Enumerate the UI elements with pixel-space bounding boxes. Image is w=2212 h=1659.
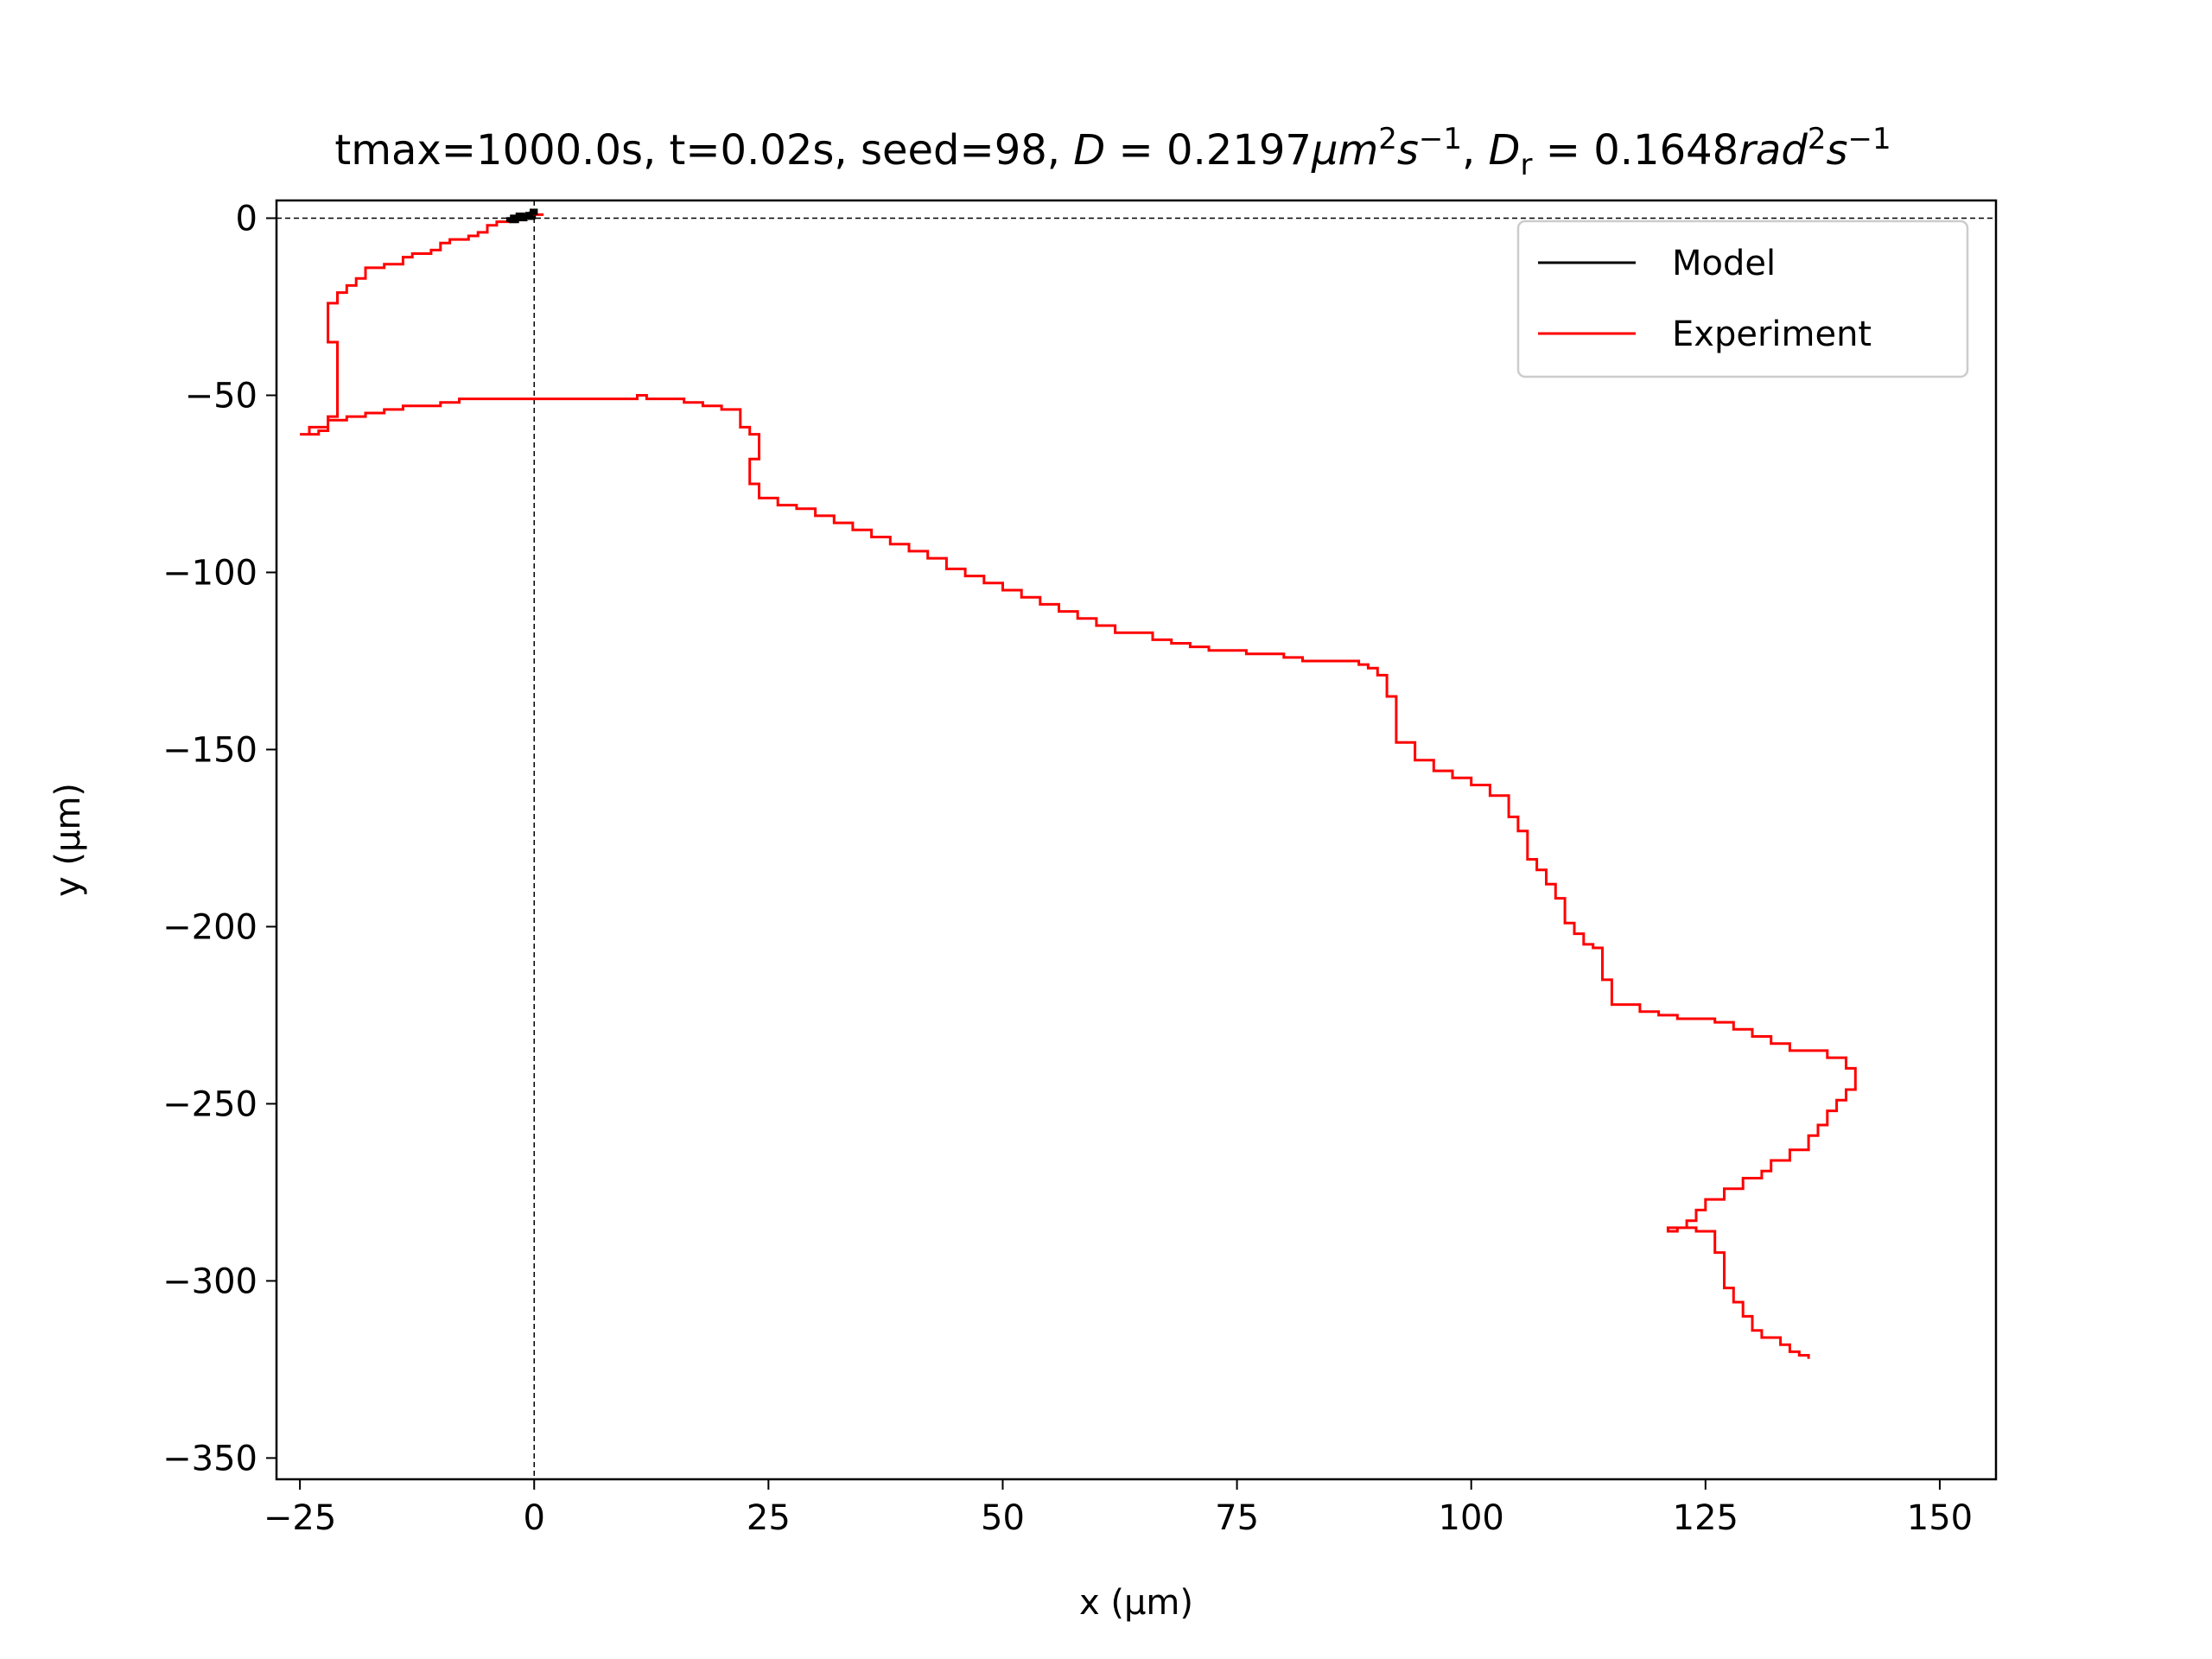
- y-tick-label: −350: [162, 1439, 257, 1478]
- title-part: D: [1073, 126, 1105, 175]
- axes-frame: [275, 199, 1998, 1481]
- plot-area: [300, 208, 1857, 1359]
- title-part: = 0.1648: [1533, 126, 1739, 175]
- legend-label-experiment: Experiment: [1672, 315, 1872, 354]
- x-tick-label: 75: [1215, 1498, 1259, 1538]
- title-part: s: [1826, 126, 1847, 175]
- title-part: = 0.2197: [1105, 126, 1312, 175]
- x-tick-label: 100: [1439, 1498, 1504, 1538]
- y-tick-label: 0: [236, 199, 257, 238]
- y-tick-label: −100: [162, 553, 257, 593]
- legend-label-model: Model: [1672, 244, 1776, 283]
- title-part: rad: [1738, 126, 1808, 175]
- title-part: tmax=1000.0s, t=0.02s, seed=98,: [334, 126, 1073, 175]
- reference-lines: [276, 200, 1996, 1479]
- title-part: −1: [1419, 122, 1462, 156]
- x-tick-label: −25: [264, 1498, 336, 1538]
- y-tick-label: −150: [162, 730, 257, 770]
- y-tick-label: −50: [185, 376, 257, 416]
- legend: Model Experiment: [1516, 219, 1969, 378]
- x-axis-label: x (μm): [1079, 1583, 1193, 1623]
- chart-title: tmax=1000.0s, t=0.02s, seed=98, D = 0.21…: [334, 122, 1891, 182]
- x-tick-label: 0: [524, 1498, 545, 1538]
- title-part: s: [1397, 126, 1419, 175]
- x-tick-label: 125: [1673, 1498, 1738, 1538]
- x-tick-label: 25: [747, 1498, 791, 1538]
- title-part: μm: [1311, 126, 1378, 175]
- title-part: 2: [1808, 122, 1827, 156]
- title-part: r: [1521, 148, 1533, 182]
- series-line-experiment: [300, 213, 1857, 1359]
- y-tick-label: −250: [162, 1084, 257, 1124]
- x-tick-label: 150: [1907, 1498, 1973, 1538]
- x-tick-label: 50: [981, 1498, 1025, 1538]
- title-part: D: [1489, 126, 1521, 175]
- y-tick-label: −300: [162, 1262, 257, 1301]
- legend-frame: [1516, 219, 1969, 378]
- axes: −25 0 25 50 75 100 125 1500−50−100−150−200−250−…: [48, 199, 1998, 1623]
- title-part: ,: [1462, 126, 1489, 175]
- y-tick-label: −200: [162, 907, 257, 947]
- title-part: 2: [1378, 122, 1397, 156]
- title-part: −1: [1847, 122, 1891, 156]
- series-line-model: [505, 208, 538, 224]
- y-axis-label: y (μm): [48, 783, 88, 897]
